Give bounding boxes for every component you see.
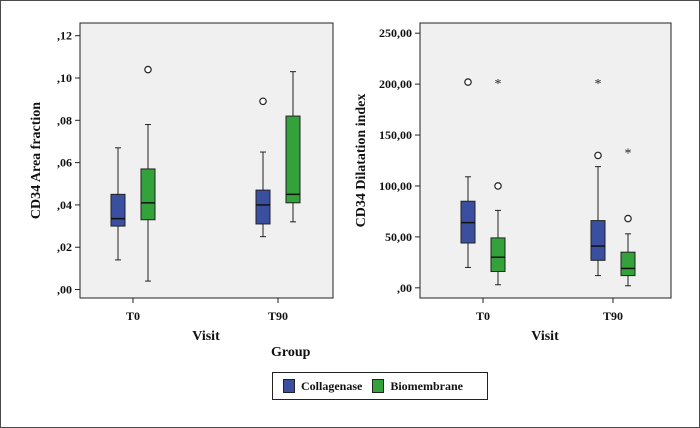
box-body: [255, 189, 271, 225]
y-tick-label: ,02: [57, 240, 72, 254]
outlier-point: [144, 65, 152, 74]
y-tick-label: ,00: [57, 283, 72, 297]
box-body: [620, 251, 636, 277]
extreme-point: *: [495, 77, 502, 92]
y-tick-label: ,12: [57, 29, 72, 43]
y-tick-label: ,10: [57, 71, 72, 85]
outlier-point: [624, 214, 632, 223]
outlier-point: [464, 78, 472, 86]
box-body: [490, 237, 506, 273]
extreme-point: *: [595, 77, 602, 92]
box-biomembrane-t0: [140, 65, 156, 282]
x-tick-label-t90: T90: [603, 309, 623, 323]
legend: Collagenase Biomembrane: [272, 372, 488, 400]
x-axis-title: Visit: [531, 329, 559, 344]
box-biomembrane-t90: [285, 71, 301, 223]
outlier-point: [259, 97, 267, 106]
y-axis-title: CD34 Area fraction: [29, 102, 44, 219]
box-biomembrane-t0: *: [490, 77, 506, 286]
box-body: [590, 220, 606, 261]
box-collagenase-t0: [460, 78, 476, 268]
legend-swatch-collagenase: [283, 379, 295, 393]
x-tick-label-t90: T90: [268, 309, 288, 323]
y-tick-label: ,08: [57, 113, 72, 127]
chart-panel-1: ,00 ,02 ,04 ,06 ,08 ,10 ,12 T0 T90 Visit CD34 Area…: [29, 22, 334, 344]
x-axis-title: Visit: [192, 329, 220, 344]
extreme-point: *: [625, 146, 632, 161]
legend-label-biomembrane: Biomembrane: [390, 378, 463, 393]
outlier-point: [594, 151, 602, 160]
outlier-point: [494, 182, 502, 190]
y-tick-label: 250,00: [379, 26, 412, 40]
legend-title: Group: [271, 345, 311, 360]
box-body: [140, 168, 156, 221]
box-biomembrane-t90: *: [620, 146, 636, 287]
legend-item-biomembrane: Biomembrane: [362, 379, 463, 394]
x-tick-label-t0: T0: [126, 309, 140, 323]
x-tick-label-t0: T0: [476, 309, 490, 323]
legend-label-collagenase: Collagenase: [301, 378, 363, 393]
y-tick-label: 200,00: [379, 77, 412, 91]
y-tick-label: ,04: [57, 198, 72, 212]
legend-swatch-biomembrane: [372, 379, 385, 393]
y-tick-label: 150,00: [379, 128, 412, 142]
box-collagenase-t90: *: [590, 77, 606, 277]
y-axis-title: CD34 Dilatation index: [354, 94, 369, 228]
legend-item-collagenase: Collagenase: [273, 379, 362, 394]
box-collagenase-t90: [255, 97, 271, 238]
y-tick-label: 50,00: [385, 230, 412, 244]
box-body: [110, 193, 126, 227]
y-tick-label: ,00: [397, 281, 412, 295]
y-tick-label: 100,00: [379, 179, 412, 193]
box-collagenase-t0: [110, 147, 126, 261]
box-body: [285, 115, 301, 204]
y-tick-label: ,06: [57, 156, 72, 170]
chart-panel-2: ,00 50,00 100,00 150,00 200,00 250,00 T0 T90 Vis…: [354, 22, 672, 344]
